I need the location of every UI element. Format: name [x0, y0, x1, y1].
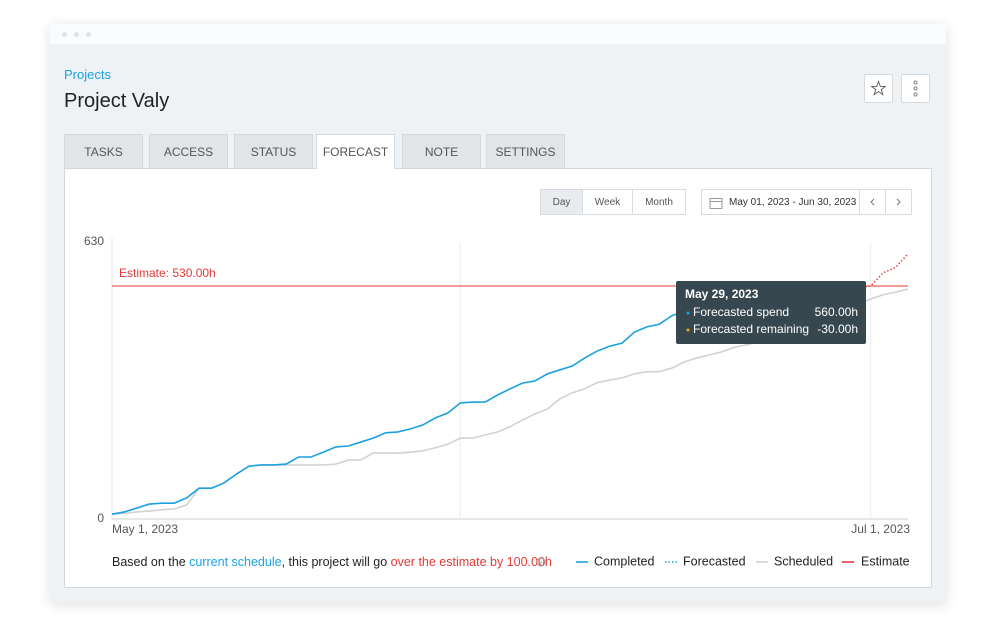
tab[interactable]: NOTE: [402, 134, 481, 168]
tooltip-title: May 29, 2023: [685, 287, 759, 301]
y-tick-label: 0: [97, 511, 104, 525]
y-tick-label: 630: [84, 234, 104, 248]
favorite-button[interactable]: [864, 74, 893, 103]
forecast-chart: 0 630 May 1, 2023 Jul 1, 2023 Estimate: 530.…: [84, 234, 910, 568]
tab[interactable]: ACCESS: [149, 134, 228, 168]
page-title: Project Valy: [64, 90, 170, 112]
chevron-right: [896, 198, 901, 206]
window-dot: [74, 32, 79, 37]
tab[interactable]: FORECAST: [316, 134, 395, 169]
tooltip-value: 560.00h: [815, 305, 858, 319]
summary-text: , this project will go: [281, 555, 391, 569]
tab[interactable]: STATUS: [234, 134, 313, 168]
star-icon: [870, 80, 887, 96]
tooltip-dot: [686, 328, 690, 332]
schedule-link[interactable]: current schedule: [189, 555, 282, 569]
tab[interactable]: TASKS: [64, 134, 143, 168]
range-button[interactable]: Month: [632, 189, 686, 215]
breadcrumb[interactable]: Projects: [64, 67, 111, 82]
tooltip-label: Forecasted spend: [693, 305, 789, 319]
tab[interactable]: SETTINGS: [486, 134, 565, 168]
title-bar: [50, 24, 946, 44]
window-dot: [62, 32, 67, 37]
x-tick-label: May 1, 2023: [112, 522, 178, 536]
range-button[interactable]: Day: [540, 189, 583, 215]
legend-label: Scheduled: [774, 554, 833, 568]
tooltip-value: -30.00h: [817, 322, 858, 336]
kebab-icon: [913, 80, 918, 97]
tooltip-box: [676, 281, 866, 344]
info-icon[interactable]: [535, 556, 547, 568]
more-button[interactable]: [901, 74, 930, 103]
next-button[interactable]: [885, 189, 912, 215]
forecast-panel: Day Week Month May 01, 2023 - Jun 30, 2023…: [64, 168, 932, 588]
x-tick-label: Jul 1, 2023: [851, 522, 910, 536]
series-line: [858, 253, 909, 288]
chevron-left: [870, 198, 875, 206]
legend-label: Forecasted: [683, 554, 746, 568]
tooltip-dot: [686, 311, 690, 315]
calendar-icon: [709, 198, 723, 209]
window-dot: [86, 32, 91, 37]
range-button[interactable]: Week: [582, 189, 633, 215]
chart-area: 0 630 May 1, 2023 Jul 1, 2023 Estimate: 530.…: [84, 234, 910, 568]
legend-label: Estimate: [861, 554, 910, 568]
legend-label: Completed: [594, 554, 654, 568]
tooltip-label: Forecasted remaining: [693, 322, 809, 336]
estimate-label: Estimate: 530.00h: [119, 266, 216, 280]
summary-text: Based on the: [112, 555, 190, 569]
forecast-summary: Based on the current schedule, this proj…: [112, 555, 552, 569]
